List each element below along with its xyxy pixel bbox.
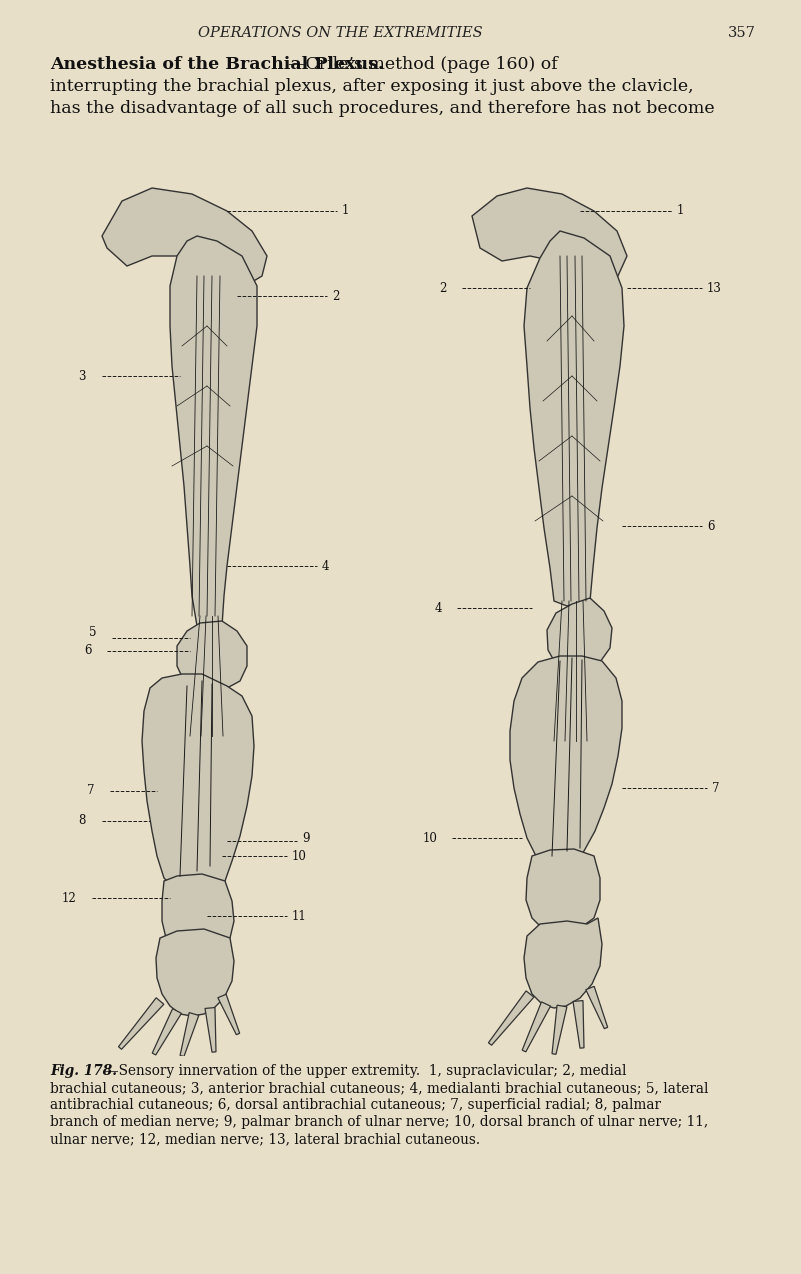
Text: 10: 10 (422, 832, 437, 845)
Text: 1: 1 (677, 205, 684, 218)
Text: 3: 3 (78, 369, 86, 382)
Polygon shape (177, 620, 247, 691)
Text: Fig. 178.: Fig. 178. (50, 1064, 117, 1078)
Text: brachial cutaneous; 3, anterior brachial cutaneous; 4, medialanti brachial cutan: brachial cutaneous; 3, anterior brachial… (50, 1082, 709, 1094)
Text: 6: 6 (84, 645, 92, 657)
Text: —Sensory innervation of the upper extremity.  1, supraclavicular; 2, medial: —Sensory innervation of the upper extrem… (105, 1064, 626, 1078)
Text: 11: 11 (292, 910, 307, 922)
Polygon shape (218, 994, 239, 1034)
Polygon shape (472, 189, 627, 285)
Text: has the disadvantage of all such procedures, and therefore has not become: has the disadvantage of all such procedu… (50, 99, 714, 117)
Polygon shape (573, 1000, 584, 1049)
Text: 1: 1 (342, 205, 349, 218)
Polygon shape (547, 598, 612, 670)
Text: 5: 5 (90, 626, 97, 638)
Polygon shape (205, 1008, 216, 1052)
Text: Anesthesia of the Brachial Plexus.: Anesthesia of the Brachial Plexus. (50, 56, 384, 73)
Polygon shape (510, 656, 622, 868)
Text: 7: 7 (712, 781, 719, 795)
Text: ulnar nerve; 12, median nerve; 13, lateral brachial cutaneous.: ulnar nerve; 12, median nerve; 13, later… (50, 1133, 480, 1147)
Polygon shape (162, 874, 234, 949)
Text: 7: 7 (87, 785, 94, 798)
Text: 8: 8 (78, 814, 86, 828)
Polygon shape (180, 1013, 199, 1056)
Text: 6: 6 (707, 520, 714, 533)
Text: 2: 2 (332, 289, 340, 302)
Polygon shape (142, 674, 254, 891)
Polygon shape (156, 929, 234, 1015)
Polygon shape (489, 991, 534, 1045)
Text: —Crile’s method (page 160) of: —Crile’s method (page 160) of (288, 56, 557, 73)
Text: 13: 13 (707, 282, 722, 294)
Polygon shape (170, 236, 257, 626)
Text: 4: 4 (322, 559, 329, 572)
Polygon shape (552, 1005, 567, 1055)
Polygon shape (586, 986, 608, 1028)
Polygon shape (524, 919, 602, 1008)
Text: antibrachial cutaneous; 6, dorsal antibrachial cutaneous; 7, superficial radial;: antibrachial cutaneous; 6, dorsal antibr… (50, 1098, 661, 1112)
Polygon shape (152, 1009, 181, 1055)
Text: 12: 12 (61, 892, 76, 905)
Text: 2: 2 (440, 282, 447, 294)
Text: interrupting the brachial plexus, after exposing it just above the clavicle,: interrupting the brachial plexus, after … (50, 78, 694, 96)
Polygon shape (524, 231, 624, 606)
Text: 4: 4 (434, 601, 442, 614)
Text: OPERATIONS ON THE EXTREMITIES: OPERATIONS ON THE EXTREMITIES (198, 25, 482, 39)
Text: branch of median nerve; 9, palmar branch of ulnar nerve; 10, dorsal branch of ul: branch of median nerve; 9, palmar branch… (50, 1115, 708, 1129)
Text: 10: 10 (292, 850, 307, 862)
Polygon shape (119, 998, 164, 1050)
Polygon shape (522, 1001, 550, 1052)
Text: 357: 357 (728, 25, 756, 39)
Polygon shape (102, 189, 267, 288)
Text: 9: 9 (302, 832, 309, 845)
Polygon shape (526, 848, 600, 931)
